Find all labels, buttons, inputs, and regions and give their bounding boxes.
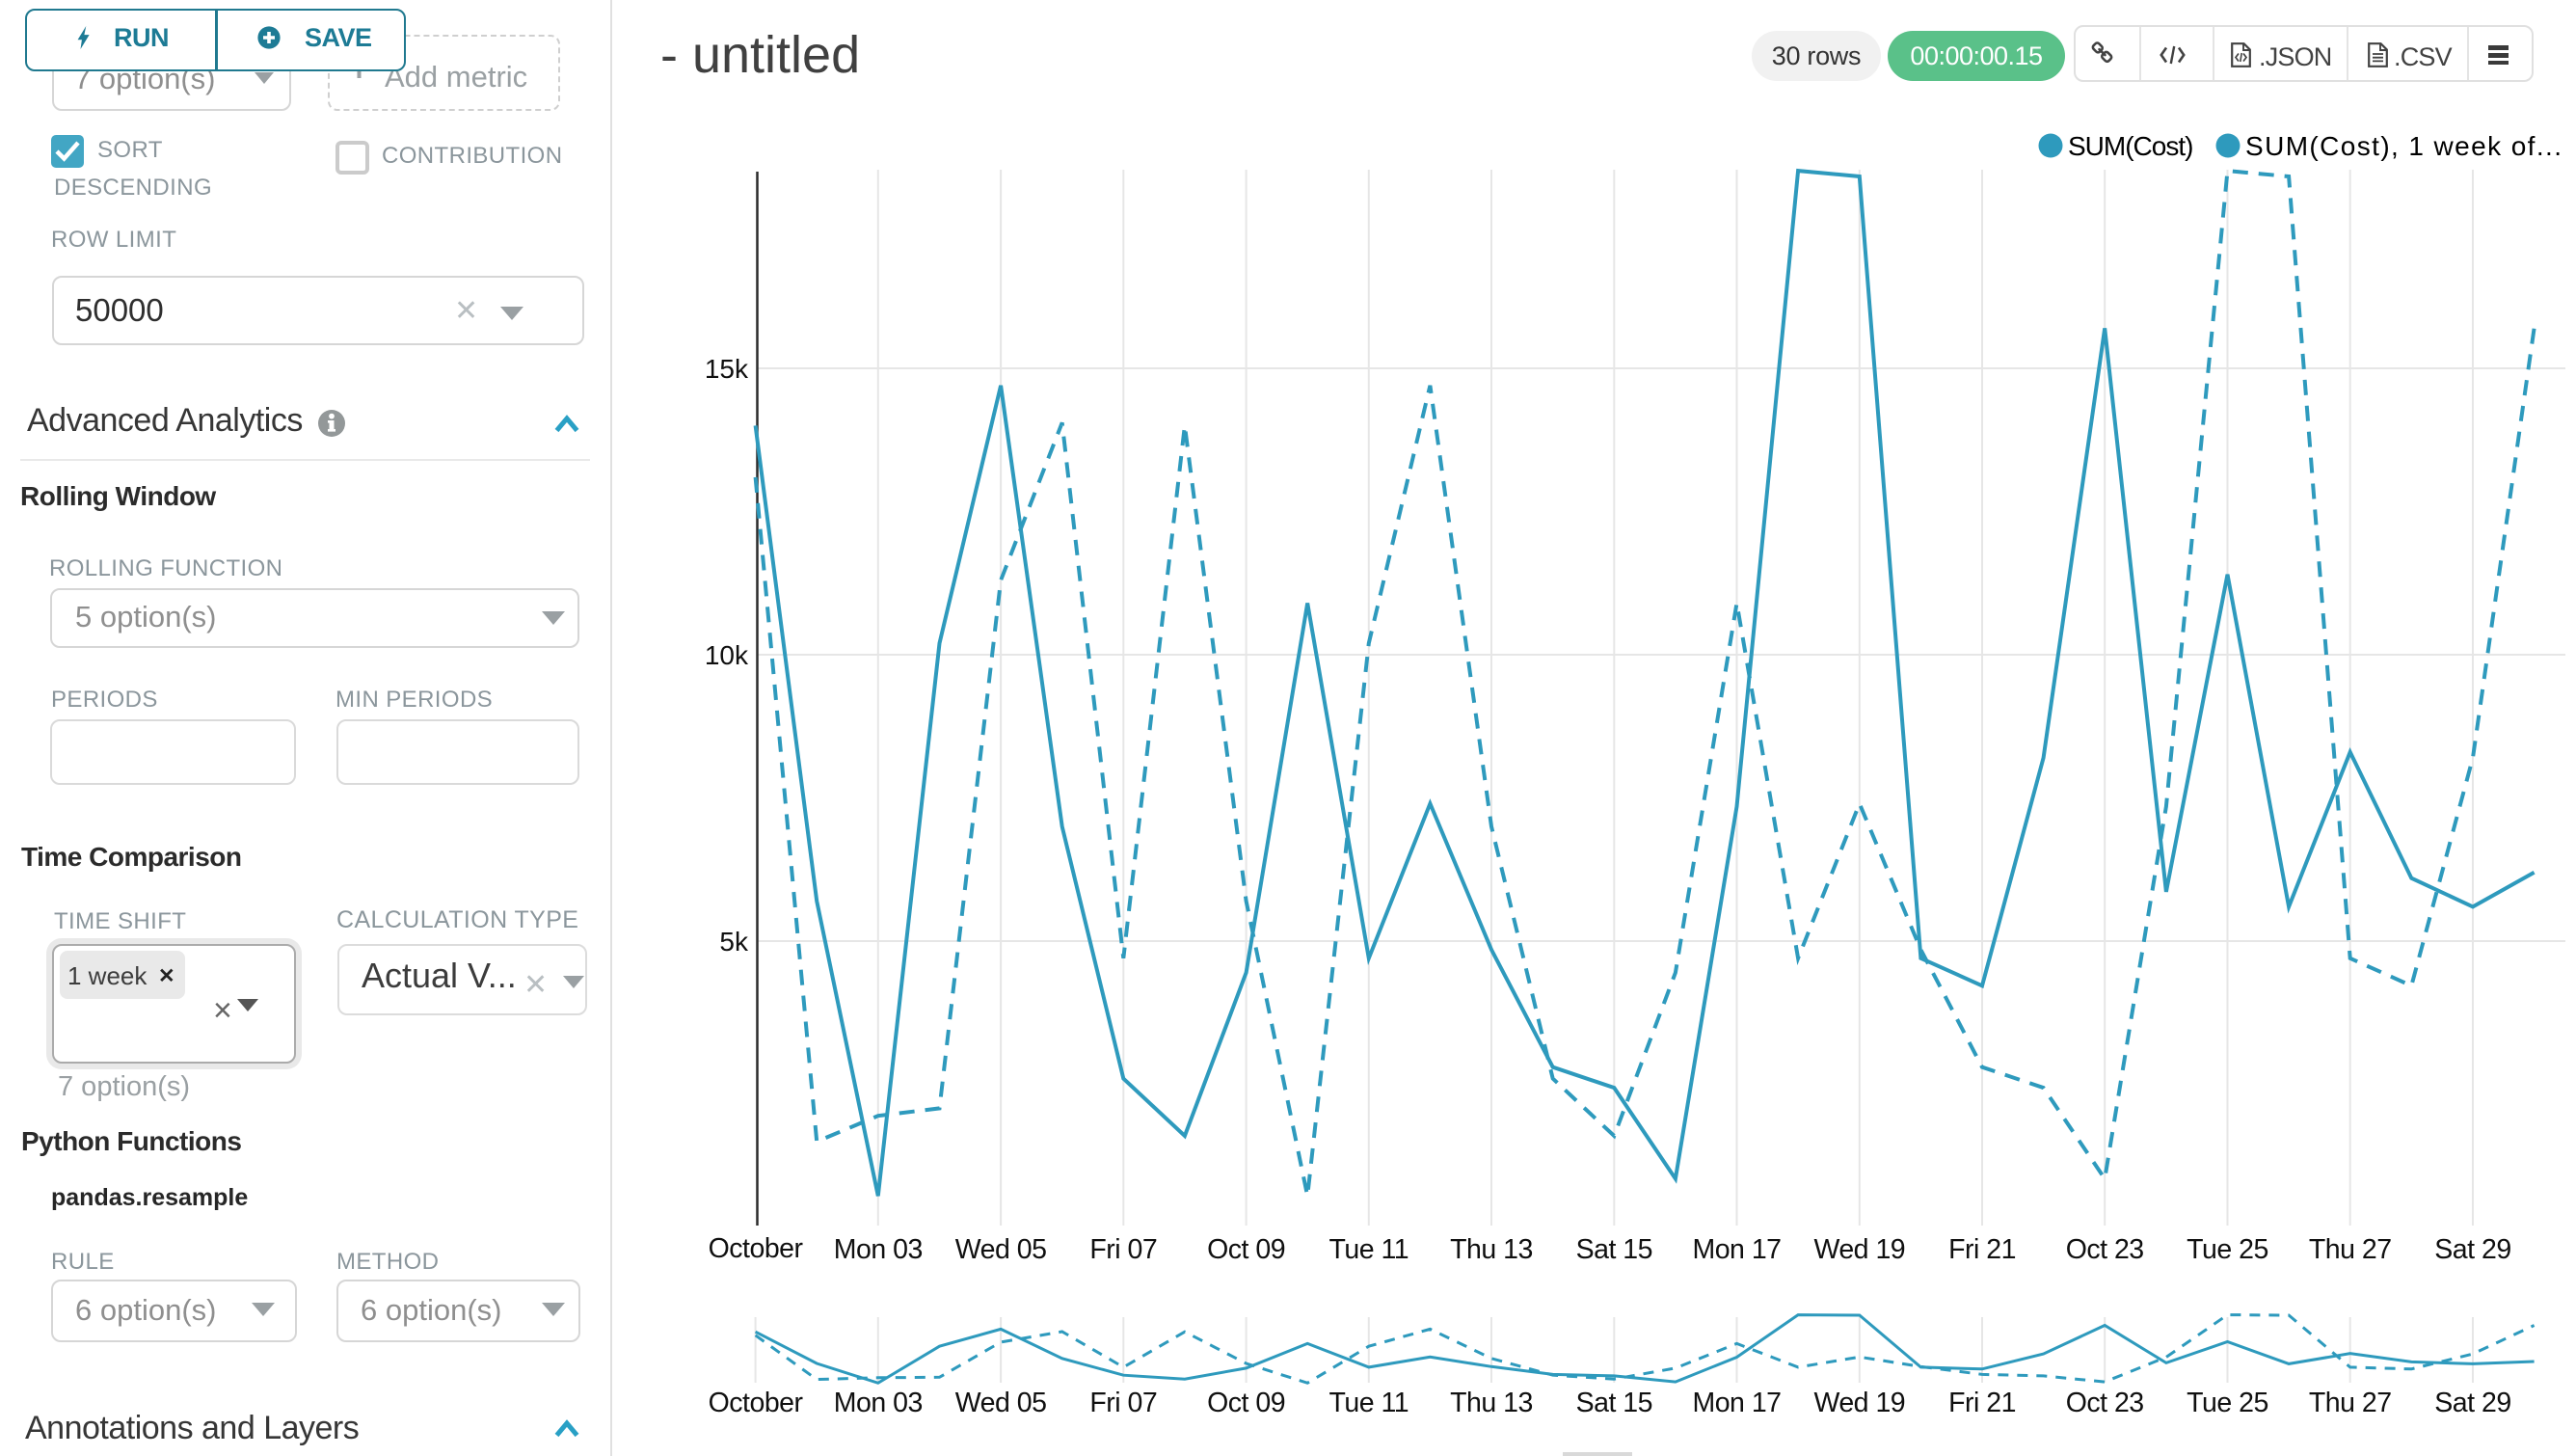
svg-text:SUM(Cost), 1 week of...: SUM(Cost), 1 week of... [2245,131,2563,161]
svg-text:Thu 27: Thu 27 [2309,1234,2392,1265]
svg-text:Wed 05: Wed 05 [955,1234,1047,1265]
svg-text:Oct 09: Oct 09 [1207,1388,1285,1418]
svg-text:Mon 17: Mon 17 [1692,1234,1781,1265]
svg-text:5k: 5k [719,927,749,957]
svg-text:Oct 23: Oct 23 [2066,1234,2144,1265]
svg-text:Tue 11: Tue 11 [1329,1388,1409,1418]
svg-text:Thu 13: Thu 13 [1450,1234,1533,1265]
svg-text:Mon 03: Mon 03 [834,1388,923,1418]
svg-text:10k: 10k [705,640,749,670]
svg-text:Wed 19: Wed 19 [1813,1234,1905,1265]
svg-text:Tue 25: Tue 25 [2187,1388,2268,1418]
svg-text:Sat 29: Sat 29 [2434,1388,2510,1418]
svg-text:Mon 03: Mon 03 [834,1234,923,1265]
svg-text:Sat 15: Sat 15 [1576,1234,1652,1265]
svg-text:Tue 25: Tue 25 [2187,1234,2268,1265]
svg-text:Thu 27: Thu 27 [2309,1388,2392,1418]
svg-text:Fri 21: Fri 21 [1948,1234,2016,1265]
svg-text:Sat 15: Sat 15 [1576,1388,1652,1418]
svg-text:Tue 11: Tue 11 [1329,1234,1409,1265]
svg-text:Thu 13: Thu 13 [1450,1388,1533,1418]
svg-text:Fri 21: Fri 21 [1948,1388,2016,1418]
svg-text:Sat 29: Sat 29 [2434,1234,2510,1265]
svg-text:Mon 17: Mon 17 [1692,1388,1781,1418]
svg-text:October: October [709,1233,804,1264]
svg-text:SUM(Cost): SUM(Cost) [2068,131,2192,161]
svg-text:Fri 07: Fri 07 [1089,1234,1157,1265]
svg-text:15k: 15k [705,354,749,384]
svg-text:Oct 23: Oct 23 [2066,1388,2144,1418]
svg-text:Wed 19: Wed 19 [1813,1388,1905,1418]
svg-text:Wed 05: Wed 05 [955,1388,1047,1418]
svg-text:Fri 07: Fri 07 [1089,1388,1157,1418]
svg-text:October: October [709,1388,804,1418]
svg-text:Oct 09: Oct 09 [1207,1234,1285,1265]
